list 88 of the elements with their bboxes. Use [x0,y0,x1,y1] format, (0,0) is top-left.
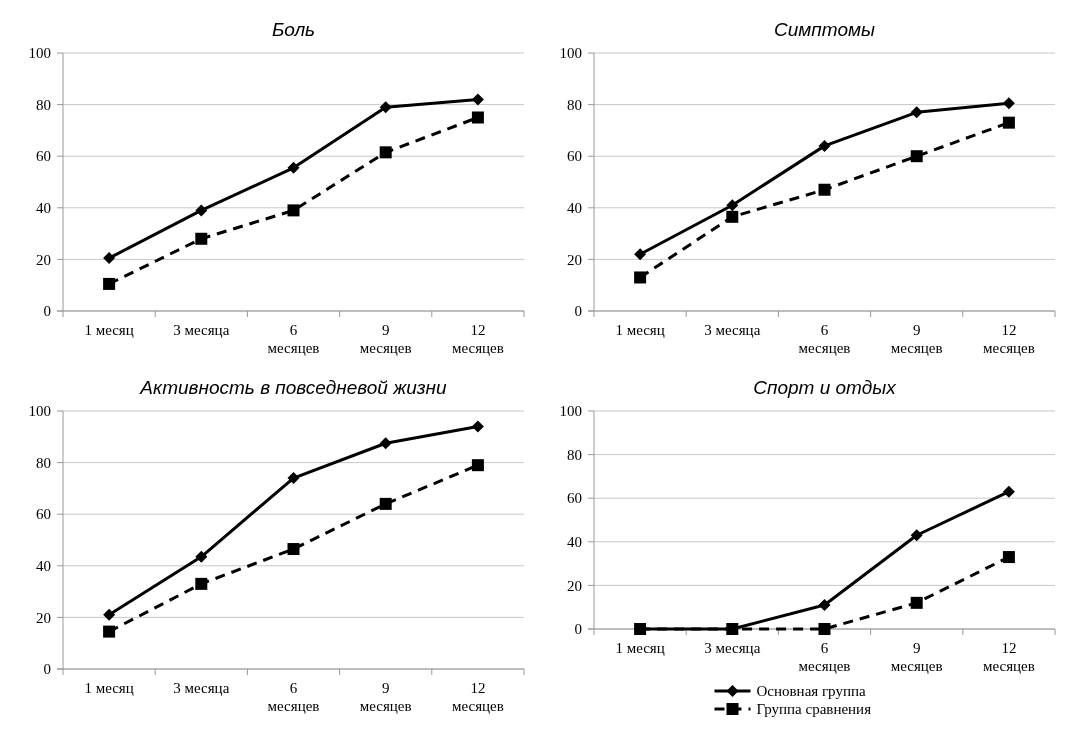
point [379,497,392,510]
y-tick-label: 40 [36,200,51,217]
y-tick-label: 20 [567,577,582,594]
x-tick-label: 3 месяца [704,640,761,656]
point [379,146,392,159]
y-tick-label: 0 [574,621,582,638]
point [195,232,208,245]
point [471,420,484,433]
point [818,183,831,196]
point [910,529,923,542]
y-tick-label: 20 [36,251,51,268]
point [103,252,116,265]
y-tick-label: 60 [567,490,582,507]
point [634,248,647,261]
y-tick-label: 60 [36,148,51,165]
chart-title: Симптомы [774,19,875,40]
point [818,139,831,152]
y-tick-label: 60 [567,148,582,165]
x-tick-label: 3 месяца [704,322,761,338]
point [195,204,208,217]
x-tick-label: 6 месяцев [267,680,320,714]
point [103,625,116,638]
point [195,550,208,563]
legend-label: Группа сравнения [756,701,872,718]
point [910,106,923,119]
y-tick-label: 80 [567,446,582,463]
x-tick-label: 6 месяцев [267,322,320,356]
legend-label: Основная группа [756,683,866,700]
point [634,271,647,284]
point [726,199,739,212]
y-tick-label: 0 [43,661,51,678]
point [818,599,831,612]
x-tick-label: 1 месяц [615,640,665,656]
x-tick-label: 1 месяц [615,322,665,338]
y-tick-label: 60 [36,506,51,523]
x-tick-label: 6 месяцев [798,640,851,674]
x-tick-label: 3 месяца [173,680,230,696]
y-tick-label: 20 [36,609,51,626]
point [910,596,923,609]
point [103,277,116,290]
x-tick-label: 12 месяцев [982,640,1035,674]
point [287,204,300,217]
y-tick-label: 100 [28,403,51,420]
x-tick-label: 12 месяцев [451,322,504,356]
point [1002,485,1015,498]
point [910,150,923,163]
point [1002,551,1015,564]
point [726,210,739,223]
y-tick-label: 40 [36,558,51,575]
y-tick-label: 0 [43,303,51,320]
y-tick-label: 40 [567,534,582,551]
point [1002,97,1015,110]
y-tick-label: 80 [36,96,51,113]
point [287,161,300,174]
y-tick-label: 20 [567,251,582,268]
point [471,111,484,124]
point [726,623,739,635]
point [471,93,484,106]
x-tick-label: 3 месяца [173,322,230,338]
x-tick-label: 9 месяцев [359,322,412,356]
point [195,577,208,590]
point [818,623,831,635]
x-tick-label: 6 месяцев [798,322,851,356]
point [287,543,300,556]
x-tick-label: 12 месяцев [451,680,504,714]
y-tick-label: 80 [567,96,582,113]
chart-title: Спорт и отдых [753,377,898,398]
point [471,459,484,472]
chart-title: Активность в повседневой жизни [139,377,448,398]
y-tick-label: 0 [574,303,582,320]
point [379,437,392,450]
x-tick-label: 1 месяц [84,322,134,338]
point [287,472,300,485]
point [103,608,116,621]
x-tick-label: 9 месяцев [890,640,943,674]
x-tick-label: 9 месяцев [359,680,412,714]
y-tick-label: 80 [36,454,51,471]
point [1002,116,1015,129]
y-tick-label: 40 [567,200,582,217]
point [379,101,392,114]
y-tick-label: 100 [559,403,582,420]
x-tick-label: 12 месяцев [982,322,1035,356]
y-tick-label: 100 [28,45,51,62]
x-tick-label: 1 месяц [84,680,134,696]
x-tick-label: 9 месяцев [890,322,943,356]
chart-title: Боль [271,19,316,40]
point [634,623,647,635]
y-tick-label: 100 [559,45,582,62]
